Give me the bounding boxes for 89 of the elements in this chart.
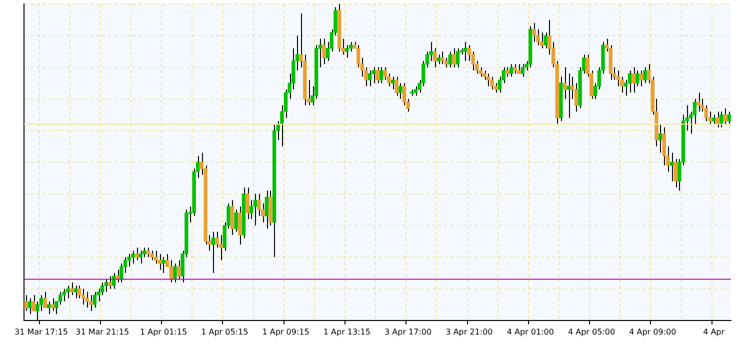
candlestick — [146, 247, 150, 258]
candlestick — [636, 70, 640, 87]
x-tick-label: 4 Apr 05:00 — [568, 327, 616, 336]
candlestick — [723, 108, 728, 125]
x-tick-label: 4 Apr 01:00 — [506, 327, 554, 336]
candlestick — [456, 48, 460, 68]
candlestick — [376, 66, 380, 84]
candlestick — [62, 288, 66, 302]
candlestick — [452, 48, 456, 68]
x-tick-label: 3 Apr 21:00 — [446, 327, 493, 336]
candlestick — [643, 66, 647, 84]
candlestick — [532, 22, 536, 42]
candlestick — [85, 291, 89, 308]
candlestick — [658, 124, 662, 154]
candlestick — [513, 64, 517, 74]
candlestick — [639, 70, 644, 87]
candlestick — [540, 32, 544, 49]
candlestick — [467, 44, 472, 62]
candlestick — [368, 70, 372, 87]
candlestick — [562, 66, 567, 100]
candlestick — [662, 126, 666, 166]
candlestick — [150, 250, 154, 261]
candlestick — [398, 82, 402, 100]
candlestick — [379, 66, 384, 84]
candlestick — [727, 111, 731, 125]
candlestick — [383, 66, 387, 80]
candlestick — [616, 70, 620, 87]
x-tick-label: 4 Apr 09:00 — [629, 327, 676, 336]
x-tick-label: 4 Apr — [703, 327, 726, 336]
candlestick — [234, 209, 238, 232]
candlestick — [70, 282, 74, 296]
candlestick — [138, 250, 142, 264]
candlestick — [632, 66, 636, 94]
candlestick — [104, 278, 108, 292]
candlestick — [89, 294, 93, 312]
candlestick — [394, 76, 398, 96]
candlestick — [158, 253, 162, 270]
candlestick — [490, 76, 494, 90]
candlestick — [544, 32, 548, 49]
candlestick — [169, 260, 173, 283]
candlestick — [517, 64, 521, 74]
candlestick — [712, 114, 716, 125]
candlestick — [131, 250, 135, 264]
candlestick — [108, 276, 112, 290]
candlestick — [176, 260, 181, 280]
candlestick — [628, 70, 632, 94]
candlestick — [215, 231, 219, 248]
x-tick-label: 1 Apr 13:15 — [323, 327, 370, 336]
candlestick — [506, 66, 510, 78]
candlestick — [402, 82, 406, 106]
candlestick — [66, 285, 70, 299]
candlestick — [74, 285, 78, 299]
candlestick — [509, 64, 514, 78]
candlestick — [436, 54, 440, 65]
candlestick — [218, 234, 223, 261]
candlestick — [448, 50, 452, 68]
x-tick-label: 31 Mar 17:15 — [14, 327, 68, 336]
candlestick — [162, 256, 166, 274]
candlestick — [264, 190, 269, 230]
candlestick — [92, 291, 97, 308]
candlestick — [253, 193, 258, 226]
candlestick — [43, 291, 47, 308]
candlestick — [464, 41, 468, 62]
candlestick — [28, 298, 32, 315]
candlestick — [211, 231, 215, 274]
x-tick-label: 1 Apr 05:15 — [201, 327, 248, 336]
candlestick — [720, 111, 724, 128]
candlestick — [230, 200, 234, 236]
candlestick — [566, 73, 570, 118]
x-tick-label: 31 Mar 21:15 — [76, 327, 130, 336]
candlestick — [390, 76, 395, 90]
candlestick — [134, 247, 139, 261]
candlestick — [372, 66, 376, 84]
candlestick — [345, 44, 349, 58]
x-tick-label: 1 Apr 09:15 — [262, 327, 310, 336]
x-tick-label: 1 Apr 01:15 — [140, 327, 188, 336]
candlestick — [356, 44, 360, 68]
candlestick — [414, 86, 418, 96]
candlestick — [322, 38, 326, 65]
candlestick — [696, 92, 700, 112]
candlestick — [520, 64, 525, 78]
candlestick — [173, 262, 177, 283]
candlestick — [238, 206, 242, 245]
candlestick — [78, 285, 82, 299]
candlestick — [246, 187, 250, 220]
candlestick — [440, 50, 444, 65]
x-tick-label: 3 Apr 17:00 — [384, 327, 432, 336]
candlestick — [250, 200, 254, 220]
candlestick — [486, 73, 490, 87]
